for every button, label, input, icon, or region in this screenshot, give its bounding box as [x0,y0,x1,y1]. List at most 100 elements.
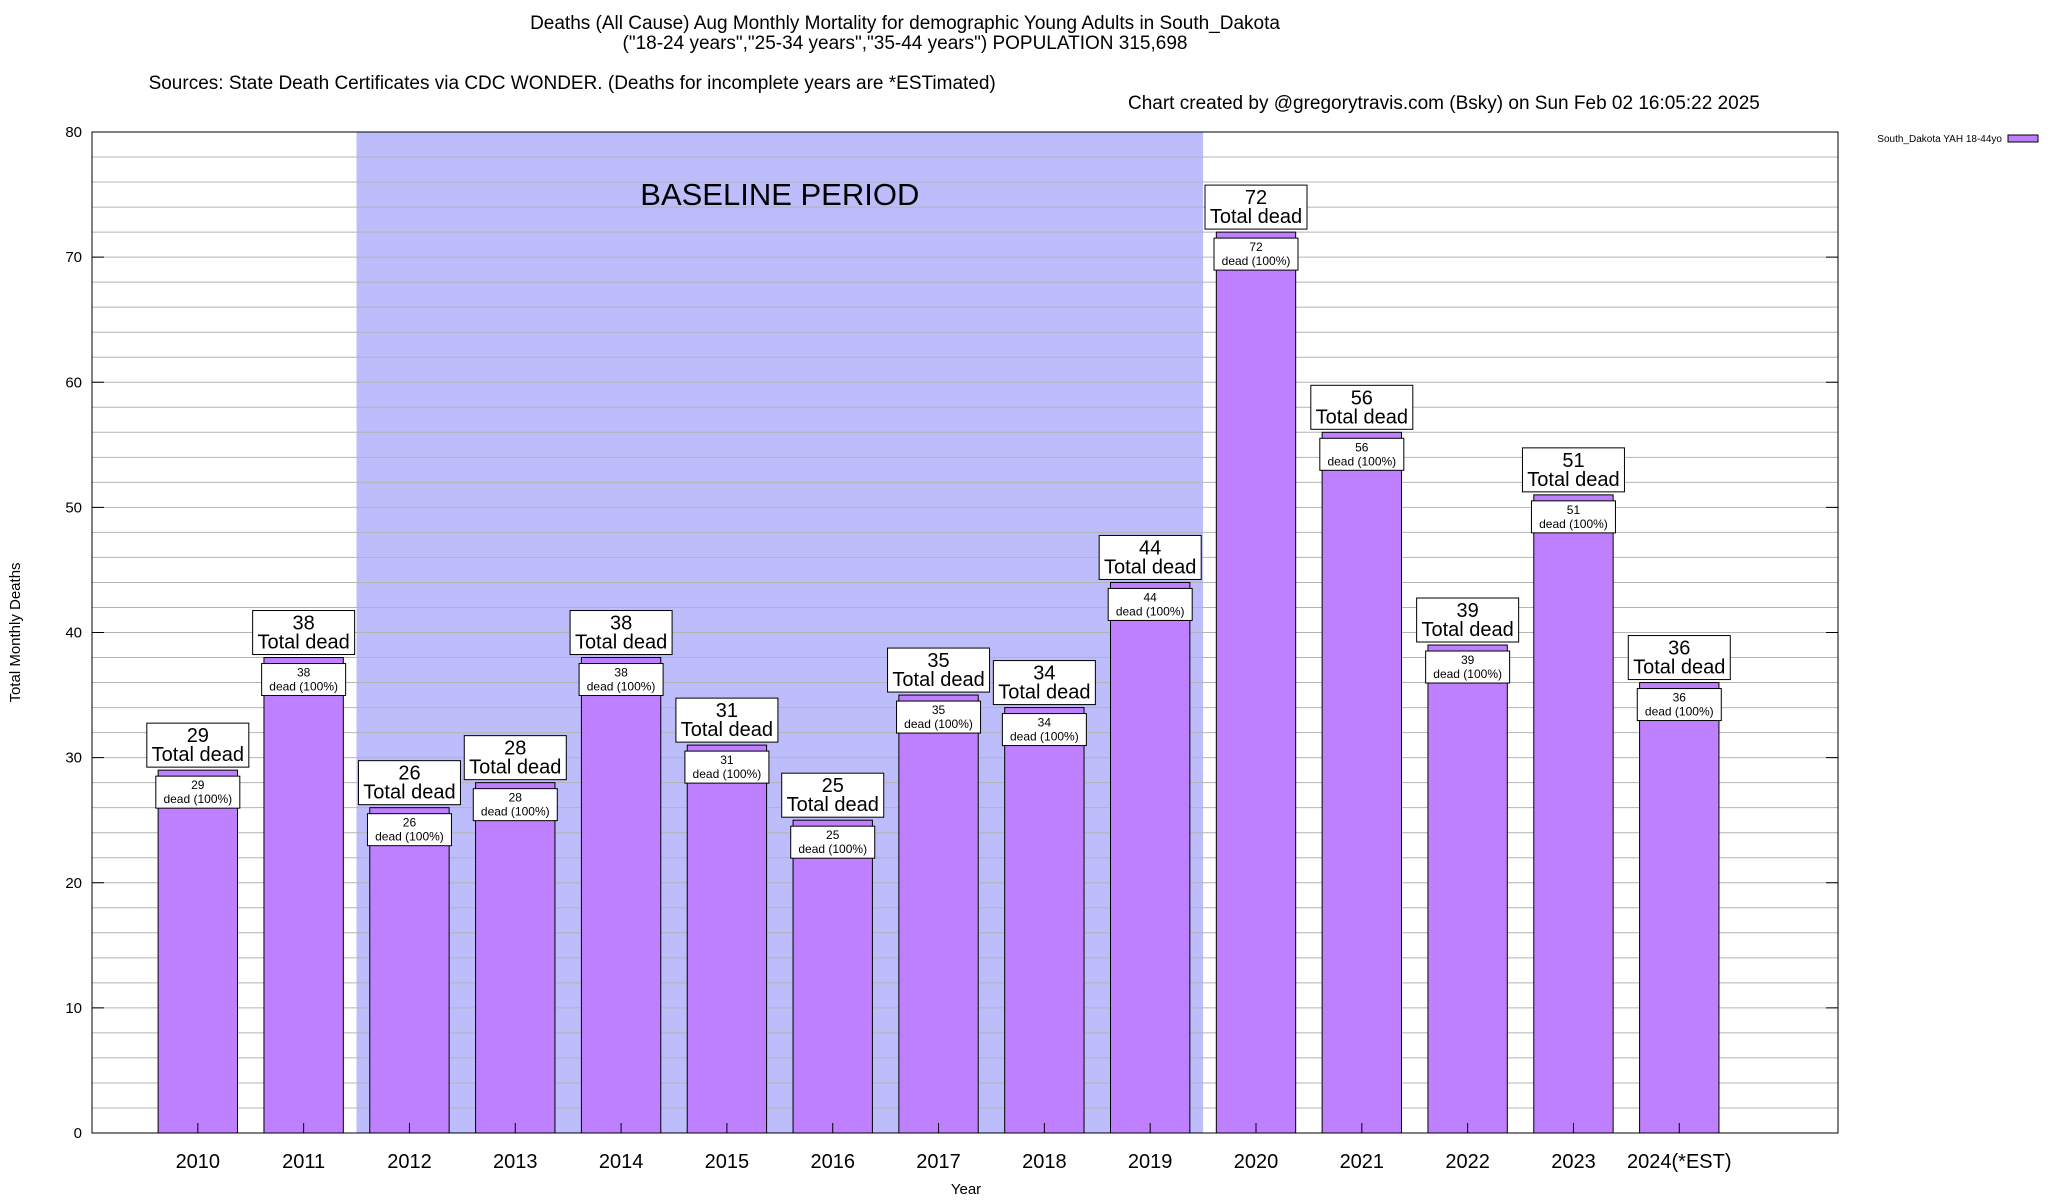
inner-label-value: 72 [1249,240,1263,254]
chart-title: Deaths (All Cause) Aug Monthly Mortality… [530,13,1280,34]
bar [1110,581,1191,1134]
total-label-value: 56 [1351,387,1373,409]
inner-label-text: dead (100%) [1327,454,1396,468]
inner-label-value: 26 [403,816,417,830]
total-label-value: 38 [293,613,315,635]
total-label-box [1627,635,1731,681]
inner-label-value: 29 [191,778,205,792]
total-label-text: Total dead [257,632,349,654]
total-label-text: Total dead [892,669,984,691]
inner-label-box [1001,713,1087,747]
inner-label-box [790,825,876,859]
inner-label-box [366,813,452,847]
inner-label-text: dead (100%) [1010,730,1079,744]
total-label-value: 51 [1562,450,1584,472]
inner-label-text: dead (100%) [798,842,867,856]
x-tick-label: 2020 [1234,1151,1279,1173]
inner-label-text: dead (100%) [1433,667,1502,681]
bar [1427,644,1508,1134]
x-tick-label: 2011 [282,1151,325,1173]
y-tick-label: 40 [65,625,82,642]
inner-label-box [684,750,770,784]
inner-label-value: 31 [720,753,734,767]
total-label-box [992,660,1096,706]
total-label-box [887,647,991,693]
total-label-value: 29 [187,725,209,747]
inner-label-text: dead (100%) [587,680,656,694]
inner-label-text: dead (100%) [693,767,762,781]
total-label-value: 31 [716,700,738,722]
inner-label-value: 25 [826,828,840,842]
bar [580,657,662,1134]
total-label-box [1204,184,1308,230]
total-label-value: 25 [822,775,844,797]
inner-label-box [896,700,982,734]
total-label-box [146,722,250,768]
total-label-value: 38 [610,613,632,635]
inner-label-text: dead (100%) [375,830,444,844]
total-label-box [1521,447,1625,493]
x-tick-label: 2013 [493,1151,538,1173]
y-tick-label: 60 [65,374,82,391]
total-label-value: 35 [927,650,949,672]
total-label-text: Total dead [1421,619,1513,641]
total-label-value: 36 [1668,638,1690,660]
total-label-text: Total dead [787,794,879,816]
y-axis-label: Total Monthly Deaths [7,562,24,702]
y-tick-label: 30 [65,750,82,767]
x-tick-label: 2016 [810,1151,855,1173]
x-tick-label: 2018 [1022,1151,1067,1173]
inner-label-box [1319,437,1405,471]
bar [1004,707,1085,1134]
credit-text: Chart created by @gregorytravis.com (Bsk… [1128,93,1760,114]
legend-label: South_Dakota YAH 18-44yo [1877,134,2002,145]
y-tick-label: 50 [65,499,82,516]
total-label-box [1416,597,1520,643]
x-tick-label: 2014 [599,1151,644,1173]
total-label-box [463,735,567,781]
total-label-value: 26 [398,763,420,785]
baseline-period-label: BASELINE PERIOD [640,177,919,212]
inner-label-value: 38 [614,666,628,680]
sources-text: Sources: State Death Certificates via CD… [148,73,996,94]
inner-label-box [1425,650,1511,684]
total-label-box [252,610,356,656]
total-label-text: Total dead [152,744,244,766]
inner-label-text: dead (100%) [1645,705,1714,719]
total-label-value: 28 [504,738,526,760]
total-label-text: Total dead [1104,556,1196,578]
inner-label-box [1107,587,1193,621]
y-tick-label: 20 [65,875,82,892]
total-label-text: Total dead [998,682,1090,704]
inner-label-text: dead (100%) [1539,517,1608,531]
inner-label-box [1213,237,1299,271]
bar [369,807,450,1134]
x-tick-label: 2015 [705,1151,750,1173]
x-tick-label: 2017 [916,1151,961,1173]
total-label-box [675,697,779,743]
inner-label-value: 44 [1144,590,1158,604]
total-label-text: Total dead [1527,469,1619,491]
inner-label-text: dead (100%) [1116,604,1185,618]
legend-swatch [2007,134,2039,143]
total-label-box [781,772,885,818]
total-label-box [1098,534,1202,580]
inner-label-value: 56 [1355,440,1369,454]
inner-label-text: dead (100%) [269,680,338,694]
x-tick-label: 2010 [176,1151,221,1173]
plot-frame [91,131,1839,1134]
total-label-text: Total dead [575,632,667,654]
total-label-box [569,610,673,656]
y-tick-label: 80 [65,124,82,141]
bar [792,819,873,1134]
bar [1215,231,1297,1134]
x-tick-label: 2019 [1128,1151,1173,1173]
x-tick-label: 2024(*EST) [1627,1151,1732,1173]
inner-label-box [1530,500,1616,534]
inner-label-text: dead (100%) [163,792,232,806]
inner-label-text: dead (100%) [904,717,973,731]
total-label-text: Total dead [1633,657,1725,679]
x-axis-label: Year [951,1181,981,1198]
inner-label-value: 34 [1038,716,1052,730]
